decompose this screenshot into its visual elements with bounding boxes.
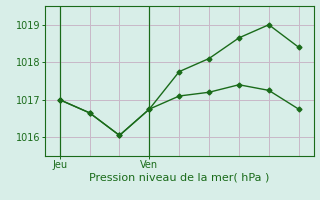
- X-axis label: Pression niveau de la mer( hPa ): Pression niveau de la mer( hPa ): [89, 173, 269, 183]
